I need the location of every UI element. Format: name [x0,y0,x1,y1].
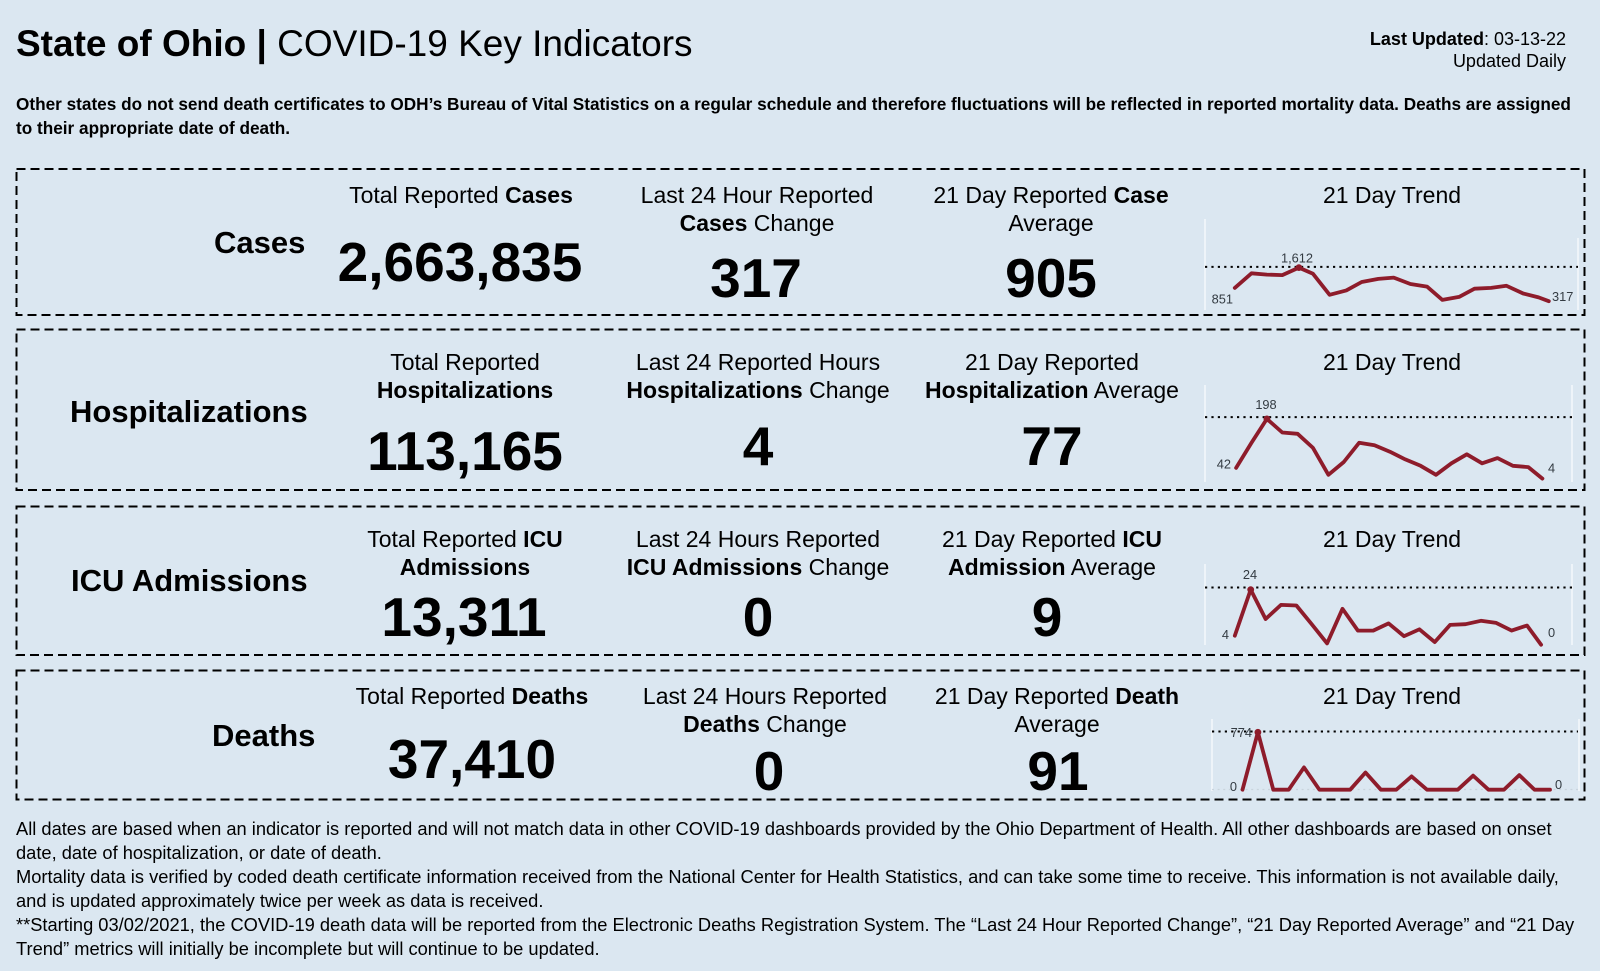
svg-text:0: 0 [1555,777,1562,792]
svg-text:0: 0 [1230,779,1237,794]
svg-text:42: 42 [1217,457,1231,472]
svg-text:317: 317 [1552,289,1573,304]
svg-text:774: 774 [1231,725,1252,740]
svg-text:4: 4 [1222,627,1229,642]
svg-text:24: 24 [1243,567,1257,582]
svg-text:4: 4 [1548,461,1555,476]
svg-text:1,612: 1,612 [1281,251,1313,266]
svg-text:0: 0 [1548,625,1555,640]
svg-text:198: 198 [1255,397,1276,412]
svg-text:851: 851 [1212,292,1233,307]
